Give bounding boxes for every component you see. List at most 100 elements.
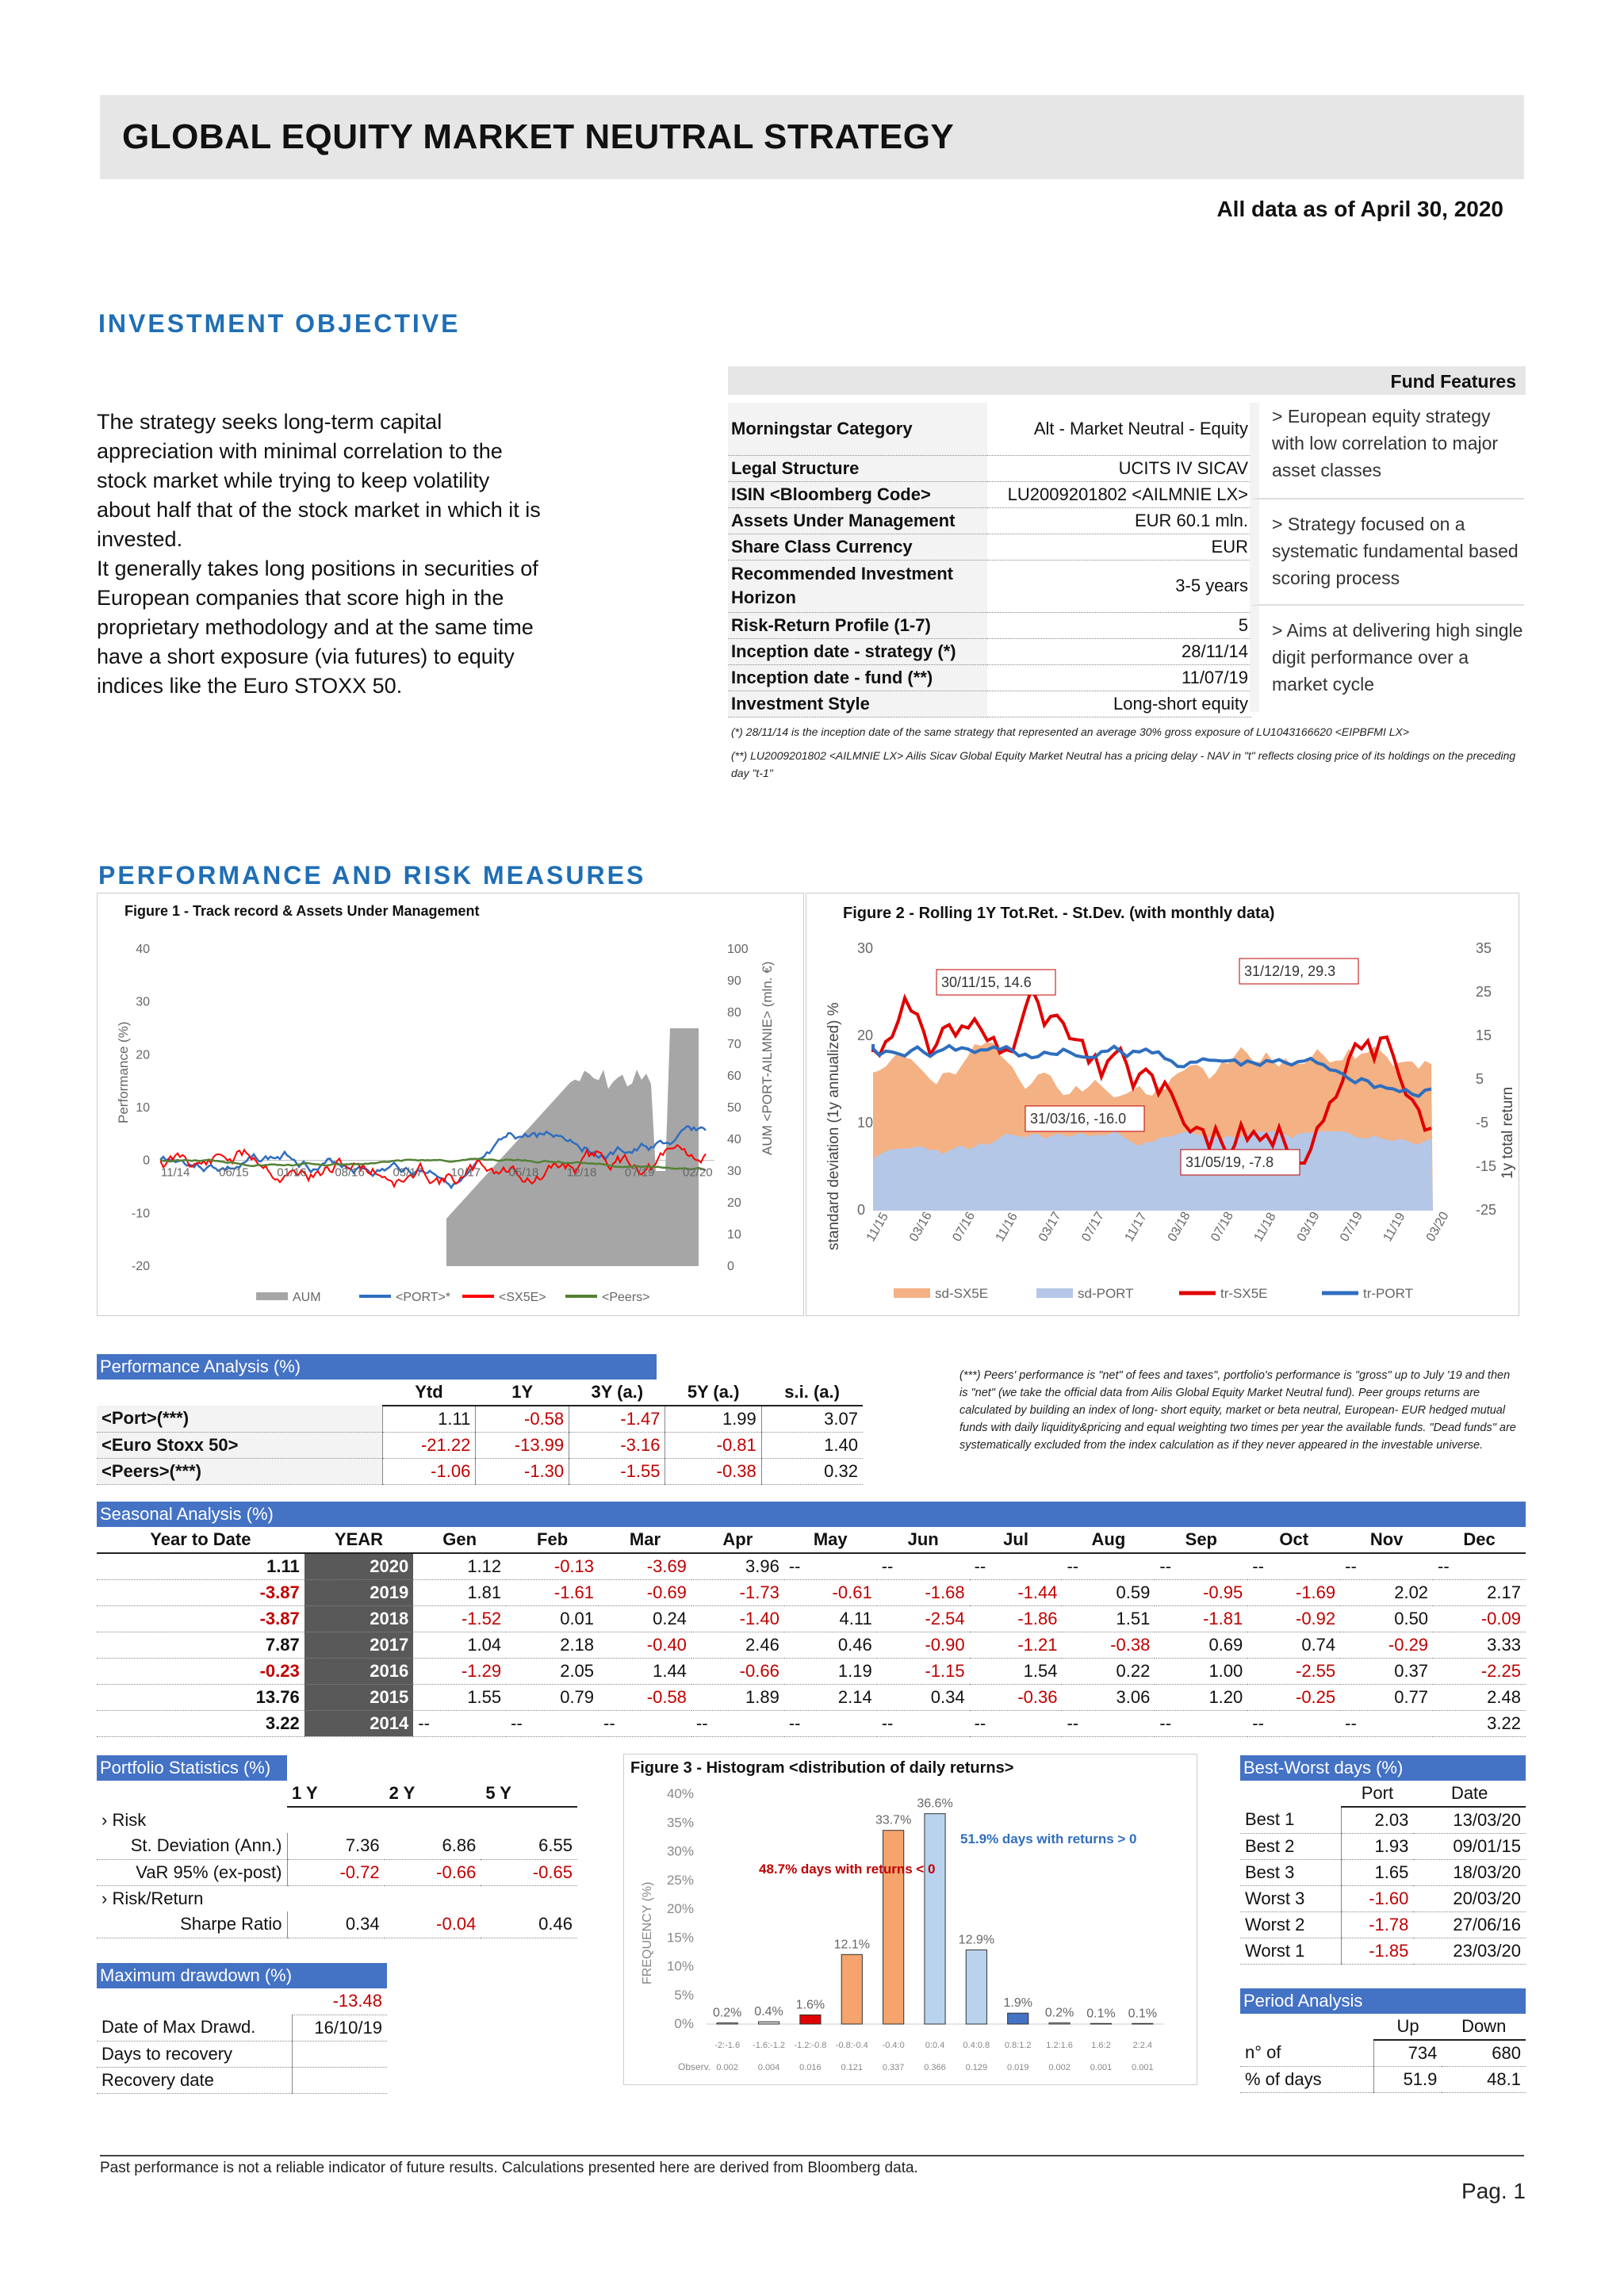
x-tick-label: 03/20	[1424, 1210, 1452, 1244]
performance-analysis: Performance Analysis (%) Ytd 1Y 3Y (a.) 5Y …	[97, 1354, 863, 1485]
legend-label: <Peers>	[602, 1291, 649, 1304]
note-3: > Aims at delivering high single digit p…	[1250, 606, 1524, 712]
x-tick-label: 07/17	[1079, 1210, 1107, 1244]
month-value: -0.90	[876, 1632, 970, 1659]
x-tick-label: 07/19	[1338, 1210, 1365, 1244]
table-row: St. Deviation (Ann.) 7.36 6.86 6.55	[97, 1833, 577, 1860]
month-value: --	[1340, 1710, 1434, 1737]
stats-value: 7.36	[287, 1833, 385, 1860]
bw-date: 18/03/20	[1413, 1859, 1526, 1886]
empty-cell	[1240, 1781, 1341, 1807]
stats-value: -0.66	[384, 1859, 481, 1886]
stats-row-name: Sharpe Ratio	[97, 1911, 288, 1938]
tr-port-line	[871, 1043, 1432, 1098]
month-value: 0.34	[876, 1684, 970, 1711]
month-value: -1.61	[506, 1579, 599, 1606]
stats-value: 6.86	[384, 1833, 481, 1860]
month-value: -1.81	[1155, 1605, 1248, 1632]
y-tick-label: -10	[132, 1207, 150, 1220]
y2-tick-label: 60	[727, 1070, 741, 1083]
bw-header: Date	[1413, 1781, 1526, 1808]
fund-features-title: Fund Features	[728, 366, 1526, 395]
seasonal-header: Year to Date	[97, 1527, 304, 1554]
table-row: Share Class Currency EUR	[728, 534, 1251, 561]
month-value: -0.29	[1340, 1632, 1434, 1659]
month-value: -1.73	[691, 1579, 784, 1606]
table-row: Best 1 2.03 13/03/20	[1240, 1807, 1526, 1834]
perf-value: 1.99	[665, 1406, 762, 1433]
month-value: 4.11	[783, 1605, 877, 1632]
bar-value-label: 12.1%	[834, 1938, 870, 1951]
stats-value: -0.65	[481, 1859, 577, 1886]
table-row: Investment Style Long-short equity	[728, 691, 1251, 718]
table-row: ISIN <Bloomberg Code> LU2009201802 <AILMN…	[728, 481, 1251, 508]
histogram-bar	[716, 2022, 738, 2025]
perf-value: -0.58	[475, 1406, 569, 1433]
x-tick-label: 03/17	[1036, 1210, 1064, 1244]
ytd-value: -3.87	[97, 1605, 304, 1632]
fund-features: Fund Features	[728, 366, 1526, 395]
table-row: Sharpe Ratio 0.34 -0.04 0.46	[97, 1911, 577, 1938]
y2-tick-label: 30	[727, 1165, 741, 1178]
ff-value: Alt - Market Neutral - Equity	[987, 403, 1251, 456]
bw-value: 1.93	[1341, 1833, 1414, 1860]
bin-label: -1.2:-0.8	[794, 2041, 826, 2050]
empty-cell	[97, 1781, 287, 1807]
table-row: Year to Date YEAR Gen Feb Mar Apr May Jun Jul Aug…	[97, 1527, 1526, 1554]
bin-label: -1.6:-1.2	[753, 2041, 785, 2050]
ff-value: 3-5 years	[987, 560, 1251, 613]
y2-tick-label: 0	[727, 1260, 734, 1273]
annotation-label: 31/12/19, 29.3	[1244, 963, 1335, 979]
title-bar: GLOBAL EQUITY MARKET NEUTRAL STRATEGY	[100, 95, 1524, 179]
y-tick-label: 20	[136, 1048, 150, 1062]
stats-header: 5 Y	[481, 1781, 577, 1808]
month-value: --	[783, 1710, 877, 1737]
figure-2-title: Figure 2 - Rolling 1Y Tot.Ret. - St.Dev.…	[843, 905, 1275, 922]
bar-value-label: 33.7%	[875, 1814, 911, 1827]
ff-footnote-2: (**) LU2009201802 <AILMNIE LX> Ailis Sic…	[731, 749, 1516, 779]
month-value: -1.44	[969, 1579, 1063, 1606]
table-row: › Risk	[97, 1807, 577, 1833]
ytd-value: 7.87	[97, 1632, 304, 1659]
figure-1-title: Figure 1 - Track record & Assets Under M…	[124, 903, 480, 919]
observ-value: 0.002	[716, 2063, 738, 2072]
histogram-bar	[1132, 2022, 1154, 2025]
y2-tick-label: 70	[727, 1038, 741, 1051]
bin-label: 0.4:0.8	[963, 2041, 990, 2050]
table-row: Worst 3 -1.60 20/03/20	[1240, 1885, 1526, 1912]
y-axis-label: standard deviation (1y annualized) %	[825, 1002, 842, 1250]
annotation-label: 31/05/19, -7.8	[1185, 1154, 1274, 1170]
month-value: 0.50	[1340, 1605, 1434, 1632]
x-tick-label: 07/18	[1208, 1210, 1236, 1244]
month-value: -1.69	[1247, 1579, 1341, 1606]
annotation-label: 31/03/16, -16.0	[1030, 1111, 1126, 1127]
month-value: --	[969, 1553, 1063, 1580]
bar-value-label: 12.9%	[959, 1933, 994, 1946]
ff-key: Assets Under Management	[728, 507, 988, 534]
y-tick-label: 0	[143, 1154, 150, 1168]
seasonal-header: Aug	[1062, 1527, 1155, 1554]
ff-key: Inception date - strategy (*)	[728, 638, 988, 665]
table-row: Port Date	[1240, 1781, 1526, 1808]
y-tick-label: 20	[857, 1027, 873, 1043]
bin-label: 1.6:2	[1091, 2041, 1110, 2050]
y2-tick-label: 5	[1476, 1071, 1484, 1087]
peers-note: (***) Peers' performance is "net" of fee…	[959, 1369, 1516, 1452]
bar-value-label: 0.2%	[713, 2007, 741, 2020]
bw-value: 1.65	[1341, 1859, 1414, 1886]
month-value: --	[691, 1710, 784, 1737]
month-value: --	[413, 1710, 507, 1737]
histogram-bar	[1090, 2022, 1113, 2025]
month-value: 1.19	[783, 1658, 877, 1685]
footer-disclaimer: Past performance is not a reliable indic…	[100, 2160, 918, 2176]
table-row: <Euro Stoxx 50> -21.22 -13.99 -3.16 -0.81 1.4…	[97, 1432, 863, 1459]
y2-tick-label: 10	[727, 1228, 741, 1242]
bw-key: Worst 2	[1240, 1911, 1342, 1938]
month-value: -1.29	[413, 1658, 507, 1685]
period-down: 680	[1442, 2040, 1526, 2067]
table-row: Best 3 1.65 18/03/20	[1240, 1859, 1526, 1886]
y2-tick-label: 100	[727, 943, 749, 956]
month-value: -2.25	[1433, 1658, 1526, 1685]
y2-tick-label: 80	[727, 1006, 741, 1020]
figure-3: Figure 3 - Histogram <distribution of da…	[623, 1754, 1197, 2085]
